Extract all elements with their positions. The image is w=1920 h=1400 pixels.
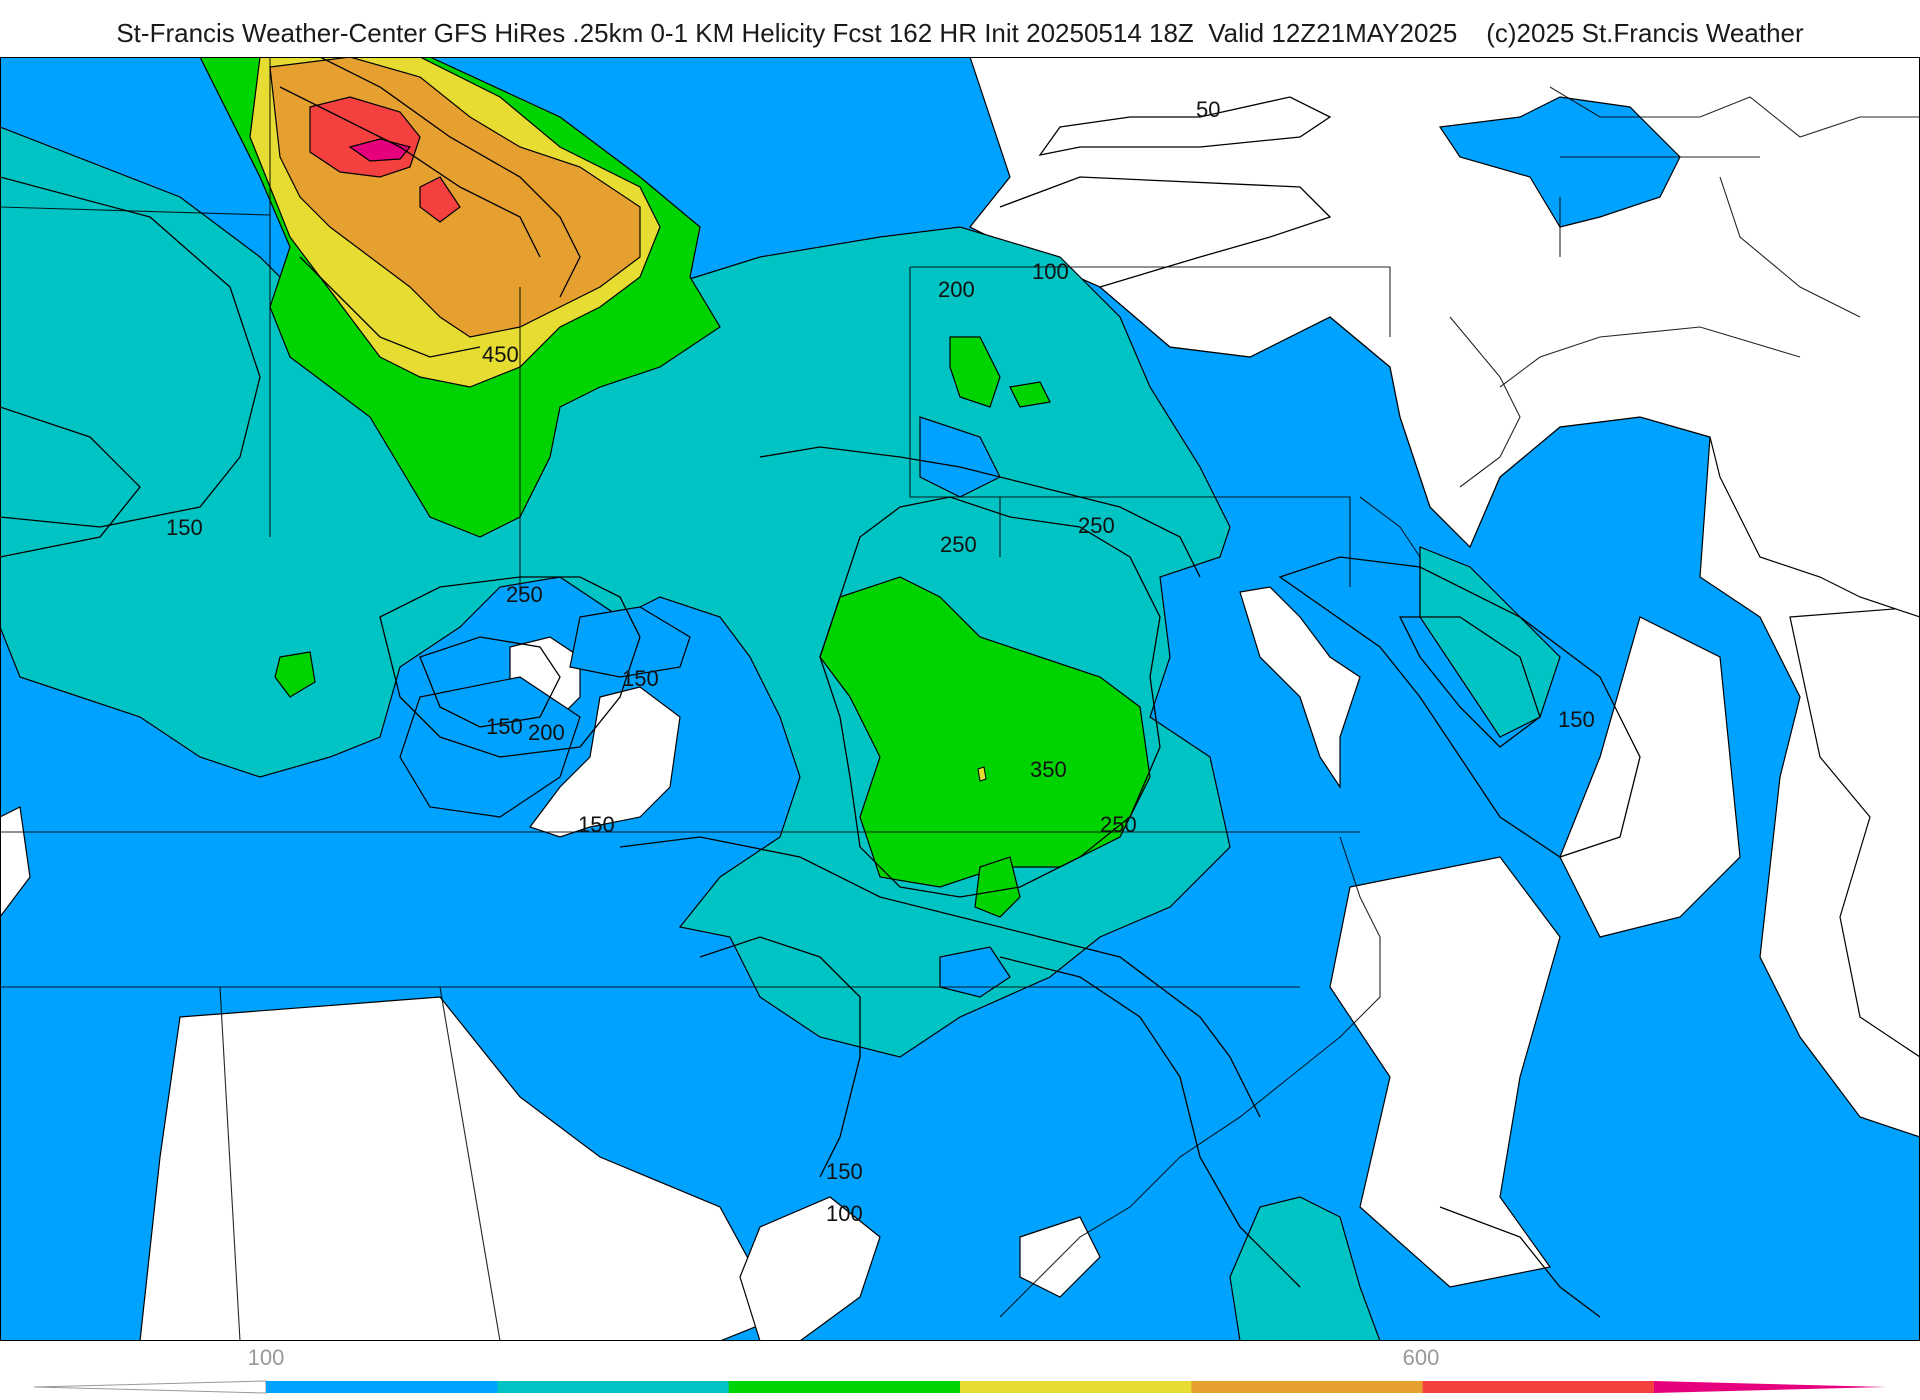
contour-label-200: 200: [528, 720, 565, 745]
colorbar-high-extend: [1654, 1381, 1886, 1393]
contour-label-150: 150: [622, 666, 659, 691]
colorbar-tick-600: 600: [1403, 1345, 1440, 1370]
map-title: St-Francis Weather-Center GFS HiRes .25k…: [116, 18, 1804, 48]
colorbar-segment: [266, 1381, 498, 1393]
contour-label-200: 200: [938, 277, 975, 302]
colorbar-tick-100: 100: [248, 1345, 285, 1370]
contour-label-150: 150: [1558, 707, 1595, 732]
contour-label-450: 450: [482, 342, 519, 367]
colorbar-segments: [266, 1381, 1655, 1393]
contour-label-100: 100: [1032, 259, 1069, 284]
contour-label-250: 250: [1100, 812, 1137, 837]
contour-label-150: 150: [578, 812, 615, 837]
contour-label-150: 150: [166, 515, 203, 540]
colorbar-segment: [497, 1381, 730, 1393]
colorbar-low-extend: [33, 1380, 267, 1394]
contour-label-250: 250: [506, 582, 543, 607]
contour-label-350: 350: [1030, 757, 1067, 782]
contour-label-150: 150: [826, 1159, 863, 1184]
contour-labels: 50 100 200 450 150 250 250 250 150 150 2…: [166, 97, 1595, 1226]
contour-label-250: 250: [940, 532, 977, 557]
helicity-map: 50 100 200 450 150 250 250 250 150 150 2…: [0, 57, 1920, 1341]
contour-label-100: 100: [826, 1201, 863, 1226]
colorbar-segment: [1422, 1381, 1655, 1393]
contour-label-150: 150: [486, 714, 523, 739]
colorbar-segment: [728, 1381, 961, 1393]
colorbar-segment: [1191, 1381, 1424, 1393]
colorbar-segment: [960, 1381, 1192, 1393]
colorbar: 100 600: [33, 1345, 1886, 1394]
contour-label-250: 250: [1078, 513, 1115, 538]
contour-label-50: 50: [1196, 97, 1220, 122]
